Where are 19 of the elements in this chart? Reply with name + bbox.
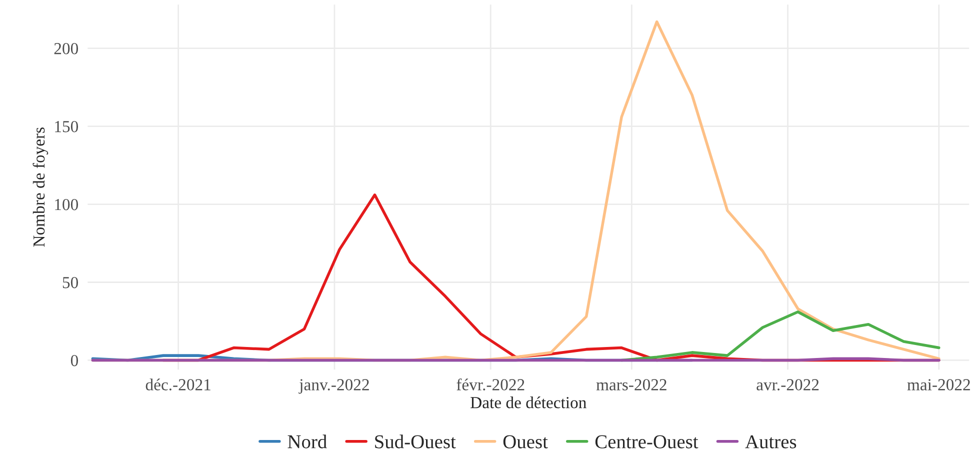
y-tick-label: 150 — [55, 120, 78, 132]
x-tick-label: avr.-2022 — [756, 379, 819, 390]
x-tick-label: févr.-2022 — [456, 378, 524, 390]
y-tick-label: 50 — [62, 276, 78, 288]
y-tick-label: 100 — [55, 198, 78, 210]
x-tick-label: mars-2022 — [596, 379, 666, 390]
legend-label: Autres — [745, 435, 796, 448]
x-tick-label: janv.-2022 — [298, 379, 369, 394]
y-axis-title: Nombre de foyers — [32, 128, 48, 247]
y-tick-label: 200 — [54, 42, 78, 54]
y-tick-label: 0 — [70, 354, 78, 366]
x-tick-label: mai-2022 — [907, 379, 970, 390]
legend-label: Sud-Ouest — [375, 434, 456, 448]
legend-label: Nord — [288, 434, 327, 448]
legend-label: Ouest — [503, 435, 548, 448]
line-series — [620, 310, 940, 362]
legend-label: Centre-Ouest — [595, 435, 698, 448]
x-axis-title: Date de détection — [470, 396, 586, 408]
x-tick-label: déc.-2021 — [146, 378, 210, 390]
